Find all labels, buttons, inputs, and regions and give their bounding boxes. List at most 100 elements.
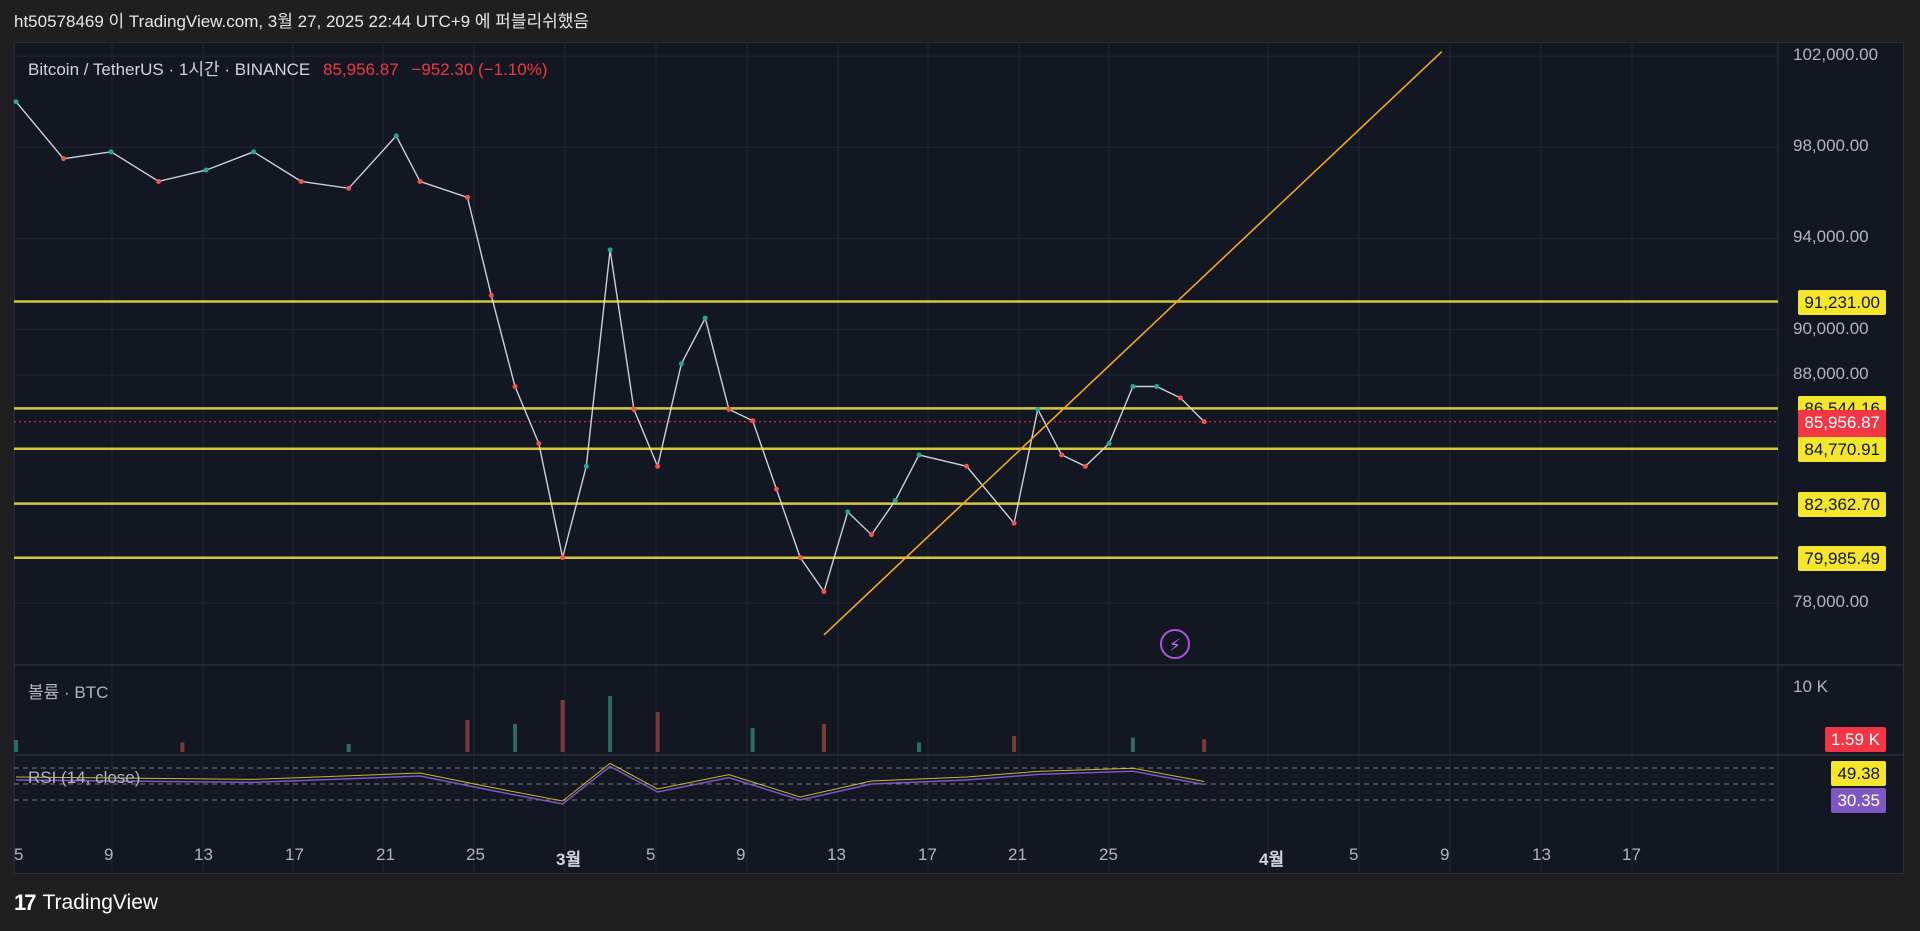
price-point: [702, 315, 708, 321]
time-axis-tick: 13: [1532, 845, 1551, 864]
time-axis-tick: 21: [376, 845, 395, 864]
price-point: [251, 149, 257, 155]
price-point: [773, 486, 779, 492]
price-point: [1106, 441, 1112, 447]
chart-area[interactable]: [14, 42, 1904, 874]
volume-bar: [608, 696, 613, 752]
rsi-value-tag: 49.38: [1831, 761, 1886, 786]
price-point: [1154, 384, 1160, 390]
symbol-legend: Bitcoin / TetherUS · 1시간 · BINANCE 85,95…: [28, 55, 548, 80]
price-point: [1082, 463, 1088, 469]
volume-bar: [180, 742, 185, 752]
price-point: [1059, 452, 1065, 458]
price-change: −952.30 (−1.10%): [411, 60, 548, 79]
price-point: [1130, 384, 1136, 390]
volume-pane-label: 볼륨 · BTC: [28, 683, 109, 702]
price-level-tag: 91,231.00: [1798, 289, 1886, 315]
volume-bar: [1012, 736, 1017, 752]
price-point: [607, 247, 613, 253]
price-point: [417, 178, 423, 184]
price-point: [1201, 419, 1207, 425]
price-point: [346, 185, 352, 191]
price-point: [655, 463, 661, 469]
time-axis-tick: 5: [1349, 845, 1359, 864]
time-axis-tick: 25: [1099, 845, 1118, 864]
price-point: [869, 532, 874, 538]
time-axis-tick: 5: [646, 845, 656, 864]
price-point: [678, 361, 684, 367]
volume-bar: [346, 744, 351, 752]
price-point: [892, 497, 898, 503]
price-point: [916, 452, 922, 458]
price-point: [821, 589, 827, 595]
volume-bar: [1202, 739, 1207, 752]
price-point: [465, 194, 471, 200]
last-price: 85,956.87: [323, 60, 399, 79]
volume-bar: [513, 724, 518, 752]
time-axis-tick: 17: [1622, 845, 1641, 864]
publish-info: ht50578469 이 TradingView.com, 3월 27, 202…: [0, 0, 1920, 42]
tradingview-brand: TradingView: [42, 890, 159, 914]
price-point: [393, 133, 399, 139]
symbol-title: Bitcoin / TetherUS · 1시간 · BINANCE: [28, 60, 311, 79]
time-axis-tick: 9: [104, 845, 114, 864]
rsi-line: [15, 765, 1205, 805]
price-line: [15, 101, 1205, 594]
price-point: [536, 441, 542, 447]
time-axis-tick: 4월: [1259, 850, 1285, 869]
volume-axis-label: 10 K: [1793, 677, 1828, 696]
price-axis-tick: 88,000.00: [1793, 364, 1869, 384]
price-point: [583, 463, 589, 469]
price-point: [61, 156, 67, 162]
price-axis-tick: 98,000.00: [1793, 136, 1869, 156]
time-axis-tick: 17: [285, 845, 304, 864]
time-axis-tick: 5: [14, 845, 24, 864]
volume-bar: [750, 728, 755, 752]
volume-bar: [14, 740, 18, 752]
volume-bar: [1130, 737, 1135, 752]
price-axis-tick: 94,000.00: [1793, 227, 1869, 247]
price-axis-tick: 90,000.00: [1793, 318, 1869, 338]
price-point: [298, 178, 304, 184]
price-axis-tick: 78,000.00: [1793, 592, 1869, 612]
rsi-pane-label: RSI (14, close): [28, 768, 141, 787]
price-point: [512, 384, 518, 390]
price-point: [797, 554, 803, 560]
trendline: [823, 50, 1443, 636]
time-axis-tick: 21: [1008, 845, 1027, 864]
price-point: [13, 99, 19, 105]
time-axis-tick: 3월: [556, 850, 582, 869]
time-axis-tick: 13: [827, 845, 846, 864]
price-point: [1035, 406, 1041, 412]
volume-bar: [655, 712, 660, 752]
price-point: [726, 406, 732, 412]
tradingview-logo-icon: 17: [14, 889, 37, 915]
price-point: [845, 509, 851, 515]
price-point: [1011, 520, 1017, 526]
price-point: [560, 554, 566, 560]
price-point: [203, 167, 209, 173]
time-axis-tick: 9: [1440, 845, 1450, 864]
price-point: [1177, 395, 1183, 401]
price-point: [108, 149, 114, 155]
price-point: [964, 463, 970, 469]
price-axis-tick: 102,000.00: [1793, 45, 1879, 65]
time-axis-tick: 17: [918, 845, 937, 864]
price-point: [156, 178, 162, 184]
price-level-tag: 82,362.70: [1798, 491, 1886, 517]
price-point: [631, 406, 637, 412]
price-level-tag: 79,985.49: [1798, 545, 1886, 571]
time-axis-tick: 9: [736, 845, 746, 864]
footer: 17 TradingView: [0, 874, 1920, 931]
volume-bar: [917, 742, 922, 752]
volume-last-tag: 1.59 K: [1824, 727, 1886, 752]
rsi-signal-tag: 30.35: [1831, 788, 1886, 813]
price-level-tag: 84,770.91: [1798, 436, 1886, 462]
time-axis-tick: 13: [194, 845, 213, 864]
volume-bar: [821, 724, 826, 752]
time-axis-tick: 25: [466, 845, 485, 864]
price-point: [750, 418, 756, 424]
rsi-ma-line: [15, 762, 1205, 802]
lightning-icon[interactable]: ⚡: [1160, 629, 1190, 659]
